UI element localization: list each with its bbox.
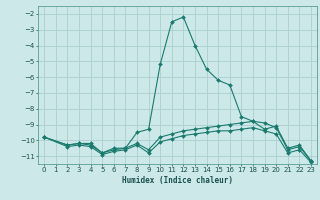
X-axis label: Humidex (Indice chaleur): Humidex (Indice chaleur) xyxy=(122,176,233,185)
